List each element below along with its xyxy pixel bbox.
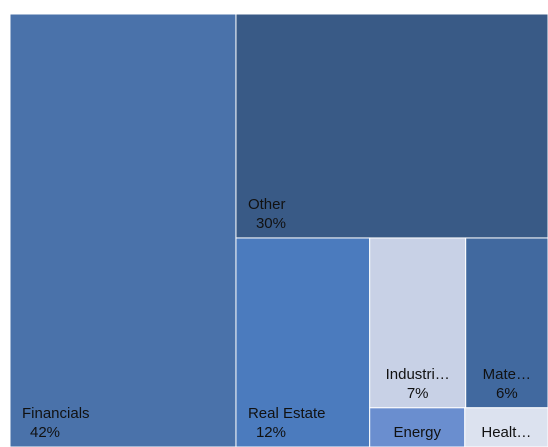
- tile-label: Mate…: [483, 366, 531, 383]
- tile: [369, 407, 466, 447]
- value-label: 12%: [256, 424, 286, 441]
- tile: [369, 237, 467, 409]
- tile: [235, 237, 371, 447]
- value-label: 7%: [407, 385, 429, 402]
- value-label: 42%: [30, 424, 60, 441]
- tile-label: Industri…: [386, 366, 450, 383]
- tile: [235, 13, 548, 239]
- tile-label: Other: [248, 196, 286, 213]
- tile-label: Healt…: [481, 424, 531, 441]
- value-label: 6%: [496, 385, 518, 402]
- tile-label: Real Estate: [248, 405, 326, 422]
- tile-label: Financials: [22, 405, 90, 422]
- value-label: 30%: [256, 215, 286, 232]
- tile: [465, 237, 548, 409]
- tile: [9, 13, 237, 447]
- tile-label: Energy: [393, 424, 441, 441]
